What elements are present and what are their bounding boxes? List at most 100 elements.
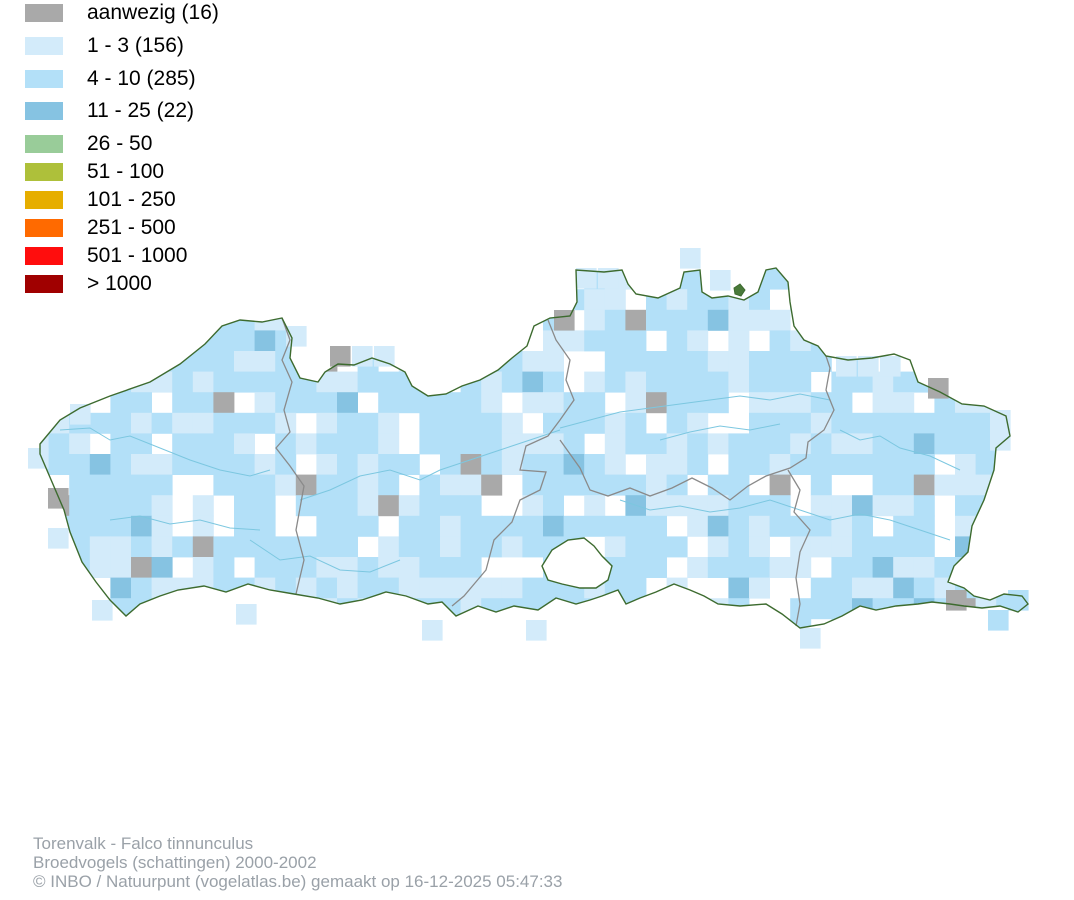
map-grid-cell xyxy=(893,433,915,455)
map-grid-cell xyxy=(666,309,688,331)
map-grid-cell xyxy=(913,577,935,599)
map-grid-cell xyxy=(337,412,358,434)
map-grid-cell xyxy=(296,639,317,660)
map-grid-cell xyxy=(440,351,461,372)
map-grid-cell xyxy=(893,474,915,496)
map-grid-cell xyxy=(522,474,544,496)
map-grid-cell xyxy=(707,515,729,537)
map-grid-cell xyxy=(40,495,49,517)
map-grid-cell xyxy=(89,536,111,558)
map-grid-cell xyxy=(975,289,997,311)
map-grid-cell xyxy=(48,330,70,352)
map-grid-cell xyxy=(522,536,544,558)
map-grid-cell xyxy=(254,330,276,352)
map-grid-cell xyxy=(769,495,791,517)
legend-swatch xyxy=(25,135,63,153)
map-grid-cell xyxy=(934,557,956,578)
map-grid-cell xyxy=(831,433,853,455)
map-grid-cell xyxy=(769,557,791,578)
river-line xyxy=(109,515,261,531)
map-grid-cell xyxy=(852,515,873,537)
map-grid-cell xyxy=(234,351,255,372)
map-grid-cell xyxy=(707,351,729,372)
map-grid-cell xyxy=(440,433,461,455)
map-grid-cell xyxy=(543,474,564,496)
legend-label: 11 - 25 (22) xyxy=(87,99,194,122)
map-grid-cell xyxy=(316,268,338,269)
map-grid-cell xyxy=(955,412,976,434)
map-grid-cell xyxy=(810,433,832,455)
map-grid-cell xyxy=(378,371,400,393)
map-grid-cell xyxy=(646,454,667,475)
map-grid-cell xyxy=(28,639,49,660)
map-grid-cell xyxy=(172,330,194,352)
map-grid-cell xyxy=(604,330,626,352)
map-grid-cell xyxy=(646,598,667,620)
map-grid-cell xyxy=(707,536,729,558)
map-grid-cell xyxy=(831,268,853,290)
map-grid-cell xyxy=(398,515,420,537)
map-grid-cell xyxy=(543,392,564,414)
map-grid-cell xyxy=(213,639,234,660)
map-grid-cell xyxy=(151,412,173,434)
legend-swatch xyxy=(25,4,63,22)
map-grid-cell xyxy=(481,433,503,455)
map-grid-cell xyxy=(598,268,619,289)
map-grid-cell xyxy=(790,454,812,475)
map-grid-cell xyxy=(790,330,812,352)
map-grid-cell xyxy=(419,412,441,434)
map-grid-cell xyxy=(872,618,894,628)
species-name: Torenvalk - Falco tinnunculus xyxy=(33,834,254,853)
map-grid-cell xyxy=(913,536,935,558)
map-grid-cell xyxy=(975,495,997,517)
map-grid-cell xyxy=(955,351,976,372)
map-grid-cell xyxy=(501,412,523,434)
map-grid-cell xyxy=(996,454,1018,475)
map-grid-cell xyxy=(110,309,132,331)
map-grid-cell xyxy=(440,639,461,660)
map-grid-cell xyxy=(357,557,379,578)
map-grid-cell xyxy=(625,392,647,414)
map-grid-cell xyxy=(976,639,997,660)
map-grid-cell xyxy=(563,515,585,537)
map-grid-cell xyxy=(40,309,49,331)
river-line xyxy=(839,429,961,471)
map-grid-cell xyxy=(872,392,894,414)
map-grid-cell xyxy=(131,515,152,537)
map-grid-cell xyxy=(996,330,1018,352)
river-lines xyxy=(59,393,961,573)
map-grid-cell xyxy=(40,557,49,578)
map-grid-cell xyxy=(810,454,832,475)
map-grid-cell xyxy=(481,412,503,434)
map-grid-cell xyxy=(213,536,235,558)
map-grid-cell xyxy=(440,392,461,414)
legend-label: 501 - 1000 xyxy=(87,244,188,267)
map-grid-cell xyxy=(357,433,379,455)
map-grid-cell xyxy=(708,639,729,660)
map-grid-cell xyxy=(110,495,132,517)
map-grid-cell xyxy=(1016,557,1028,578)
map-grid-cell xyxy=(192,392,214,414)
map-grid-cell xyxy=(192,412,214,434)
map-grid-cell xyxy=(357,371,379,393)
map-grid-cell xyxy=(213,557,235,578)
map-grid-cell xyxy=(501,577,523,599)
map-grid-cell xyxy=(192,289,214,311)
map-grid-cell xyxy=(1016,454,1028,475)
map-grid-cell xyxy=(646,639,667,660)
map-grid-cell xyxy=(625,618,647,628)
map-grid-cell xyxy=(872,268,894,290)
map-grid-cell xyxy=(666,371,688,393)
map-grid-cell xyxy=(337,268,358,290)
map-grid-cell xyxy=(913,454,935,475)
map-grid-cell xyxy=(460,433,482,455)
map-grid-cell xyxy=(213,474,235,496)
map-grid-cell xyxy=(440,618,461,628)
map-grid-cell xyxy=(48,528,69,549)
map-grid-cell xyxy=(749,371,770,393)
legend-swatch xyxy=(25,219,63,237)
map-grid-cell xyxy=(955,433,976,455)
map-grid-cell xyxy=(914,639,935,660)
map-grid-cell xyxy=(543,268,564,290)
